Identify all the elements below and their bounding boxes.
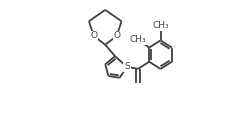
Text: S: S: [124, 62, 130, 71]
Text: O: O: [113, 31, 120, 40]
Text: CH₃: CH₃: [129, 35, 146, 44]
Text: CH₃: CH₃: [152, 21, 169, 30]
Text: O: O: [90, 31, 97, 40]
